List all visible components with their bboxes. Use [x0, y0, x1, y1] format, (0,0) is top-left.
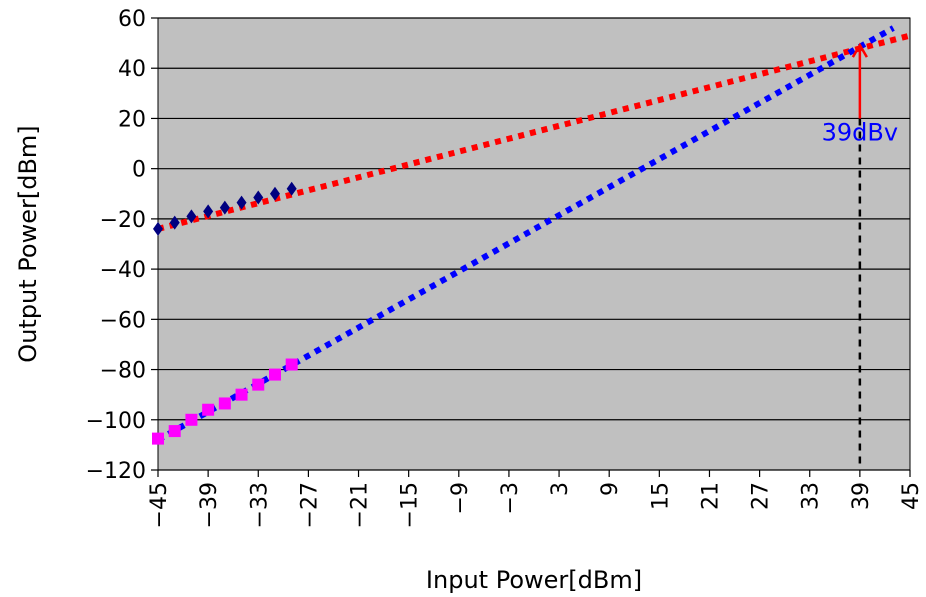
x-tick-label: 45	[899, 482, 924, 510]
fundamental-point	[253, 190, 264, 205]
im3-point	[202, 403, 215, 416]
y-tick-label: −20	[100, 208, 146, 233]
y-tick-label: −40	[100, 258, 146, 283]
x-axis-label: Input Power[dBm]	[426, 566, 642, 594]
x-tick-label: −45	[147, 482, 172, 528]
im3-point	[252, 378, 265, 391]
x-tick-label: 27	[749, 482, 774, 510]
annotation-label: 39dBv	[822, 118, 898, 146]
im3-fit-line	[156, 25, 895, 443]
im3-point	[235, 388, 248, 401]
im3-point	[285, 358, 298, 371]
x-tick-label: −9	[448, 482, 473, 514]
fundamental-point	[219, 200, 230, 215]
x-ticks: −45 −39 −33 −27 −21 −15 −9 −3 3 9 15 21 27 33 39 45	[147, 470, 924, 528]
x-tick-label: 21	[698, 482, 723, 510]
x-tick-label: −39	[197, 482, 222, 528]
x-tick-label: −33	[247, 482, 272, 528]
im3-point	[168, 425, 181, 438]
y-tick-label: −80	[100, 359, 146, 384]
plot-area	[157, 17, 911, 471]
x-tick-label: −27	[297, 482, 322, 528]
y-tick-label: 20	[118, 107, 146, 132]
gridlines	[158, 17, 910, 471]
fundamental-point	[169, 215, 180, 230]
fundamental-point	[236, 195, 247, 210]
y-tick-label: 40	[118, 57, 146, 82]
x-tick-label: 9	[598, 482, 623, 496]
x-tick-label: 3	[548, 482, 573, 496]
y-ticks: −120 −100 −80 −60 −40 −20 0 20 40 60	[86, 7, 158, 484]
fundamental-fit-line	[157, 32, 911, 232]
fundamental-point	[203, 204, 214, 219]
im3-point	[185, 413, 198, 426]
y-tick-label: −60	[100, 308, 146, 333]
y-axis-label: Output Power[dBm]	[14, 125, 42, 362]
x-tick-label: −15	[398, 482, 423, 528]
x-tick-label: 33	[799, 482, 824, 510]
y-tick-label: 60	[118, 7, 146, 32]
x-tick-label: 15	[648, 482, 673, 510]
im3-point	[218, 397, 231, 410]
x-tick-label: 39	[849, 482, 874, 510]
annotation-arrow-head	[851, 42, 868, 58]
y-tick-label: −120	[86, 459, 146, 484]
series-layer	[152, 25, 911, 470]
fundamental-point	[186, 209, 197, 224]
im3-point	[268, 368, 281, 381]
fundamental-point	[153, 221, 163, 236]
annotation-layer: 39dBv	[822, 42, 898, 146]
x-tick-label: −3	[498, 482, 523, 514]
fundamental-point	[286, 181, 297, 196]
y-tick-label: −100	[86, 409, 146, 434]
im3-point	[152, 432, 164, 445]
y-tick-label: 0	[132, 158, 146, 183]
fundamental-point	[269, 186, 280, 201]
x-tick-label: −21	[348, 482, 373, 528]
